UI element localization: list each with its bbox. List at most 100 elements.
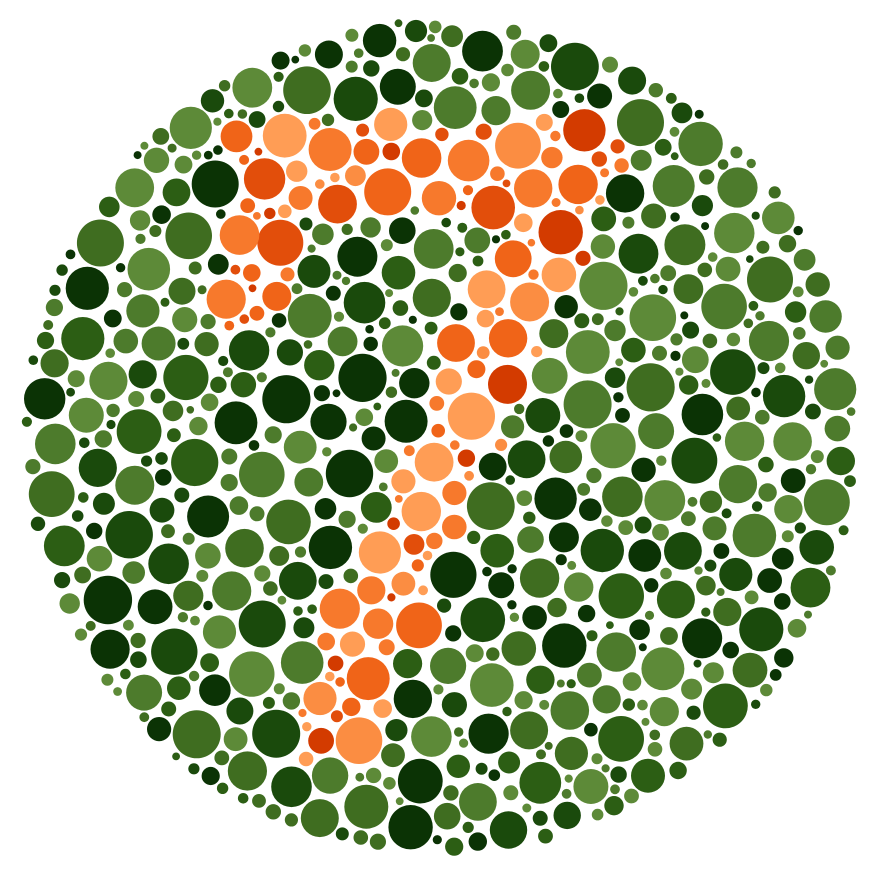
ground-dot xyxy=(481,73,500,92)
ground-dot xyxy=(297,254,331,288)
ground-dot xyxy=(365,767,382,784)
ground-dot xyxy=(554,736,589,771)
ground-dot xyxy=(491,235,501,244)
ground-dot xyxy=(174,487,190,503)
ground-dot xyxy=(395,797,404,806)
ground-dot xyxy=(747,256,793,303)
ground-dot xyxy=(656,455,667,466)
ground-dot xyxy=(757,568,782,593)
ground-dot xyxy=(365,324,374,334)
ground-dot xyxy=(820,359,829,368)
ground-dot xyxy=(188,763,200,775)
ground-dot xyxy=(755,409,770,425)
figure-dot xyxy=(464,470,474,481)
ground-dot xyxy=(361,426,386,451)
ground-dot xyxy=(658,284,668,295)
figure-dot xyxy=(230,264,241,275)
figure-dot xyxy=(327,655,344,672)
ground-dot xyxy=(282,692,301,710)
ground-dot xyxy=(201,766,220,786)
ground-dot xyxy=(141,455,153,467)
ground-dot xyxy=(629,294,677,342)
figure-dot xyxy=(335,717,383,764)
ground-dot xyxy=(697,262,713,278)
ground-dot xyxy=(271,313,287,328)
ground-dot xyxy=(488,572,515,599)
ground-dot xyxy=(172,710,221,759)
ground-dot xyxy=(699,169,715,185)
ground-dot xyxy=(652,165,695,207)
ground-dot xyxy=(291,55,300,64)
ground-dot xyxy=(191,160,239,208)
ground-dot xyxy=(730,146,743,159)
ground-dot xyxy=(391,368,400,377)
ground-dot xyxy=(500,415,525,439)
ground-dot xyxy=(454,727,464,737)
ground-dot xyxy=(630,149,652,171)
ground-dot xyxy=(115,168,155,208)
ground-dot xyxy=(173,580,204,611)
ground-dot xyxy=(722,641,739,659)
ground-dot xyxy=(79,437,90,449)
ground-dot xyxy=(586,467,602,484)
figure-dot xyxy=(476,309,495,328)
ground-dot xyxy=(778,235,797,253)
ground-dot xyxy=(762,374,806,418)
ground-dot xyxy=(549,440,583,474)
figure-dot xyxy=(467,270,506,309)
ground-dot xyxy=(590,234,616,259)
figure-dot xyxy=(401,491,441,532)
figure-dot xyxy=(442,514,467,540)
ground-dot xyxy=(445,625,462,642)
ground-dot xyxy=(601,764,610,773)
ground-dot xyxy=(547,597,567,618)
ground-dot xyxy=(155,452,168,465)
figure-dot xyxy=(298,751,314,767)
figure-dot xyxy=(353,138,380,165)
ground-dot xyxy=(56,264,68,276)
ground-dot xyxy=(218,355,229,367)
ground-dot xyxy=(225,528,264,568)
ground-dot xyxy=(641,647,685,691)
ground-dot xyxy=(229,651,275,697)
figure-dot xyxy=(382,142,401,161)
ground-dot xyxy=(432,835,442,845)
ground-dot xyxy=(466,482,515,530)
ground-dot xyxy=(307,604,317,614)
ground-dot xyxy=(207,253,229,275)
ground-dot xyxy=(182,532,195,545)
ground-dot xyxy=(591,808,604,821)
ground-dot xyxy=(644,610,655,621)
ground-dot xyxy=(615,408,630,423)
ground-dot xyxy=(649,729,661,741)
ground-dot xyxy=(161,524,175,539)
ground-dot xyxy=(318,574,334,590)
figure-dot xyxy=(558,164,598,205)
ground-dot xyxy=(65,266,109,310)
figure-dot xyxy=(254,147,263,156)
figure-dot xyxy=(308,128,352,171)
ground-dot xyxy=(573,769,609,804)
ground-dot xyxy=(510,711,549,750)
figure-dot xyxy=(418,585,428,596)
ground-dot xyxy=(825,565,836,576)
ground-dot xyxy=(304,350,335,381)
ground-dot xyxy=(169,106,212,149)
ground-dot xyxy=(363,336,378,352)
ground-dot xyxy=(273,71,284,82)
ground-dot xyxy=(392,300,409,316)
ground-dot xyxy=(844,475,856,487)
ground-dot xyxy=(670,333,683,346)
ground-dot xyxy=(36,331,55,350)
ground-dot xyxy=(489,811,528,849)
ground-dot xyxy=(565,330,610,374)
figure-dot xyxy=(494,240,532,278)
ground-dot xyxy=(353,830,369,845)
ground-dot xyxy=(669,126,680,137)
ground-dot xyxy=(602,56,618,73)
ground-dot xyxy=(424,321,438,335)
ground-dot xyxy=(152,127,170,145)
ground-dot xyxy=(220,474,238,492)
ground-dot xyxy=(704,559,717,572)
ground-dot xyxy=(321,113,335,127)
